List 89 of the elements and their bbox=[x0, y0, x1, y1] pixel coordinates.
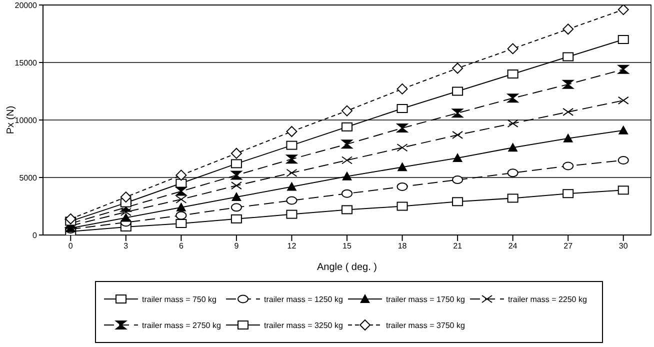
point bbox=[452, 152, 463, 162]
point bbox=[396, 202, 408, 211]
point bbox=[452, 108, 464, 118]
x-tick-label: 18 bbox=[398, 242, 408, 251]
point bbox=[396, 104, 408, 113]
point bbox=[562, 52, 574, 62]
point bbox=[562, 162, 574, 170]
point bbox=[342, 205, 352, 214]
point bbox=[452, 197, 464, 206]
point bbox=[507, 94, 518, 103]
point bbox=[452, 62, 464, 74]
point bbox=[286, 210, 298, 219]
point bbox=[618, 64, 629, 74]
x-tick-label: 15 bbox=[342, 242, 352, 251]
point bbox=[176, 170, 187, 181]
point bbox=[452, 130, 464, 139]
point bbox=[396, 83, 408, 94]
point bbox=[342, 105, 352, 116]
point bbox=[618, 186, 629, 195]
point bbox=[342, 156, 352, 164]
point bbox=[397, 162, 408, 172]
point bbox=[452, 176, 464, 184]
point bbox=[396, 144, 408, 152]
point bbox=[342, 171, 352, 180]
legend-label: trailer mass = 750 kg bbox=[142, 294, 216, 304]
point bbox=[396, 182, 408, 191]
point bbox=[618, 35, 629, 44]
point bbox=[176, 202, 186, 212]
point bbox=[562, 24, 574, 35]
point bbox=[230, 214, 242, 224]
point bbox=[286, 182, 297, 191]
x-tick-label: 21 bbox=[453, 242, 463, 251]
point bbox=[342, 140, 352, 149]
point bbox=[507, 194, 518, 203]
point bbox=[231, 192, 242, 202]
x-tick-label: 3 bbox=[124, 242, 129, 251]
point bbox=[286, 126, 298, 137]
y-tick-label: 15000 bbox=[14, 58, 38, 68]
point bbox=[508, 142, 518, 152]
point bbox=[563, 133, 574, 142]
y-tick-label: 10000 bbox=[14, 116, 38, 125]
legend-label: trailer mass = 3750 kg bbox=[386, 320, 465, 330]
point bbox=[230, 159, 242, 168]
point bbox=[396, 124, 408, 133]
legend-label: trailer mass = 1750 kg bbox=[386, 294, 465, 304]
point bbox=[176, 219, 187, 228]
point bbox=[230, 182, 242, 190]
point bbox=[452, 86, 464, 96]
point bbox=[342, 122, 352, 132]
point bbox=[286, 154, 298, 164]
point bbox=[618, 125, 628, 134]
point bbox=[176, 195, 187, 204]
x-tick-label: 12 bbox=[287, 242, 297, 251]
point bbox=[176, 211, 187, 220]
legend-label: trailer mass = 3250 kg bbox=[264, 320, 343, 330]
x-tick-label: 6 bbox=[178, 242, 184, 251]
point bbox=[342, 189, 352, 198]
x-axis-title: Angle ( deg. ) bbox=[316, 262, 378, 273]
y-tick-label: 5000 bbox=[19, 173, 38, 182]
y-tick-label: 0 bbox=[32, 230, 38, 240]
point bbox=[286, 168, 298, 177]
point bbox=[230, 203, 242, 212]
point bbox=[230, 170, 242, 180]
legend-label: trailer mass = 1250 kg bbox=[264, 294, 343, 304]
point bbox=[618, 156, 629, 164]
legend-label: trailer mass = 2750 kg bbox=[142, 320, 221, 330]
legend-label: trailer mass = 2250 kg bbox=[508, 294, 587, 304]
point bbox=[562, 108, 574, 116]
point bbox=[176, 178, 187, 188]
x-tick-label: 30 bbox=[618, 242, 628, 251]
point bbox=[507, 119, 518, 128]
point bbox=[286, 196, 298, 205]
y-tick-label: 20000 bbox=[14, 0, 38, 10]
point bbox=[507, 168, 518, 178]
x-tick-label: 0 bbox=[68, 242, 74, 251]
x-tick-label: 9 bbox=[234, 242, 240, 251]
x-tick-label: 24 bbox=[508, 242, 518, 251]
point bbox=[65, 213, 76, 224]
point bbox=[120, 192, 132, 203]
point bbox=[507, 43, 518, 54]
point bbox=[562, 189, 574, 198]
point bbox=[286, 140, 298, 150]
point bbox=[618, 96, 629, 104]
point bbox=[507, 70, 518, 78]
x-tick-label: 27 bbox=[564, 242, 574, 251]
point bbox=[562, 80, 574, 89]
point bbox=[230, 148, 242, 159]
point bbox=[120, 212, 131, 222]
point bbox=[618, 5, 629, 16]
